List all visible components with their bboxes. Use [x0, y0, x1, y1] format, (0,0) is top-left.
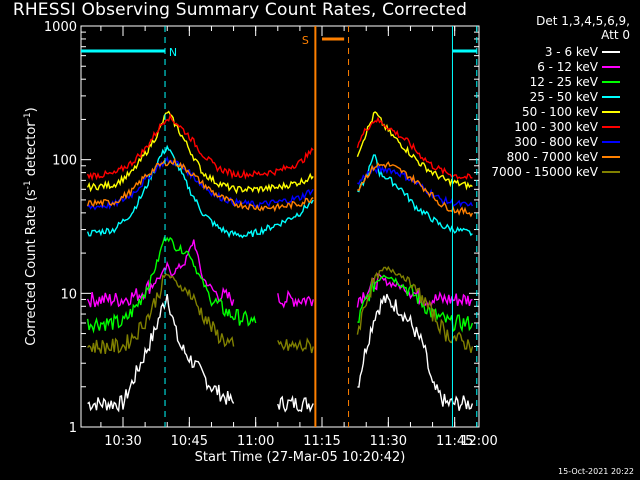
- x-tick-label: 11:45: [436, 434, 473, 449]
- plot-frame: [80, 25, 480, 428]
- series-line: [86, 113, 314, 182]
- x-tick-label: 12:00: [460, 434, 497, 449]
- y-axis-label: Corrected Count Rate (s-1 detector-1): [23, 107, 39, 345]
- y-tick-label: 10: [60, 287, 77, 302]
- series-line: [86, 236, 257, 334]
- x-axis-label: Start Time (27-Mar-05 10:20:42): [195, 450, 406, 465]
- legend-header: Det 1,3,4,5,6,9, Att 0: [490, 14, 630, 42]
- legend-label: 300 - 800 keV: [514, 134, 598, 149]
- series-line: [86, 157, 314, 213]
- legend-label: 3 - 6 keV: [544, 44, 598, 59]
- legend-entry: 300 - 800 keV: [486, 134, 636, 149]
- series-line: [357, 154, 473, 237]
- series-line: [356, 116, 473, 180]
- legend-swatch: [602, 80, 620, 83]
- legend-label: 100 - 300 keV: [514, 119, 598, 134]
- legend-label: 7000 - 15000 keV: [491, 164, 598, 179]
- legend-entry: 12 - 25 keV: [486, 74, 636, 89]
- series-line: [87, 156, 314, 211]
- legend-label: 25 - 50 keV: [529, 89, 598, 104]
- render-timestamp: 15-Oct-2021 20:22: [558, 467, 634, 476]
- legend-header-line-1: Det 1,3,4,5,6,9,: [536, 14, 630, 28]
- legend-header-line-2: Att 0: [601, 28, 630, 42]
- series-line: [356, 273, 473, 308]
- legend-swatch: [602, 125, 620, 128]
- legend-entry: 3 - 6 keV: [486, 44, 636, 59]
- series-line: [86, 144, 314, 239]
- legend-swatch: [602, 95, 620, 98]
- series-line: [87, 273, 235, 355]
- series-line: [277, 289, 314, 309]
- legend-swatch: [602, 155, 620, 158]
- y-tick-label: 1000: [44, 20, 77, 35]
- annotation-label: N: [169, 46, 177, 59]
- series-line: [357, 161, 474, 218]
- legend-entry: 7000 - 15000 keV: [486, 164, 636, 179]
- legend-entry: 100 - 300 keV: [486, 119, 636, 134]
- chart-title: RHESSI Observing Summary Count Rates, Co…: [12, 0, 468, 20]
- series-line: [86, 110, 314, 195]
- legend-swatch: [602, 110, 620, 113]
- series-line: [356, 111, 473, 191]
- legend-entry: 50 - 100 keV: [486, 104, 636, 119]
- legend-label: 12 - 25 keV: [529, 74, 598, 89]
- series-line: [357, 293, 474, 411]
- annotation-label: S: [302, 34, 309, 47]
- y-tick-label: 100: [52, 154, 77, 169]
- legend-label: 800 - 7000 keV: [506, 149, 598, 164]
- series-line: [87, 293, 235, 413]
- series-line: [357, 274, 474, 333]
- series-line: [357, 165, 474, 208]
- x-tick-label: 11:00: [237, 434, 274, 449]
- legend-swatch: [602, 65, 620, 68]
- x-tick-label: 10:45: [171, 434, 208, 449]
- series-line: [277, 337, 314, 354]
- legend: 3 - 6 keV 6 - 12 keV 12 - 25 keV 25 - 50…: [486, 44, 636, 179]
- legend-swatch: [602, 50, 620, 53]
- x-tick-label: 11:30: [370, 434, 407, 449]
- legend-label: 6 - 12 keV: [537, 59, 598, 74]
- legend-swatch: [602, 170, 620, 173]
- series-line: [356, 265, 474, 353]
- x-tick-label: 11:15: [303, 434, 340, 449]
- legend-entry: 800 - 7000 keV: [486, 149, 636, 164]
- x-tick-label: 10:30: [104, 434, 141, 449]
- legend-label: 50 - 100 keV: [521, 104, 598, 119]
- legend-entry: 25 - 50 keV: [486, 89, 636, 104]
- legend-entry: 6 - 12 keV: [486, 59, 636, 74]
- series-line: [277, 394, 314, 413]
- series-line: [86, 239, 235, 308]
- y-tick-label: 1: [69, 421, 77, 436]
- legend-swatch: [602, 140, 620, 143]
